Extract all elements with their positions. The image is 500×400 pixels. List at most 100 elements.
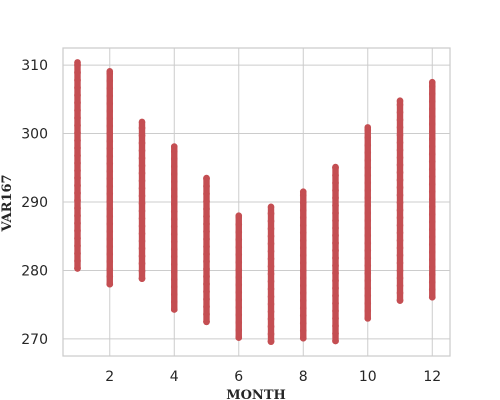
data-point bbox=[428, 226, 436, 233]
data-point bbox=[106, 85, 114, 92]
data-point bbox=[170, 185, 178, 193]
data-point bbox=[267, 338, 275, 345]
data-point bbox=[428, 173, 436, 180]
data-point bbox=[267, 315, 275, 323]
data-point bbox=[364, 149, 372, 157]
x-tick-label: 12 bbox=[423, 369, 441, 385]
data-point bbox=[170, 215, 178, 223]
data-point bbox=[332, 315, 339, 322]
data-point bbox=[364, 315, 372, 322]
data-point bbox=[106, 220, 114, 228]
data-point bbox=[106, 198, 114, 205]
data-point bbox=[74, 114, 81, 122]
data-point bbox=[74, 212, 81, 219]
data-point bbox=[74, 227, 81, 235]
data-point bbox=[138, 200, 146, 207]
data-point bbox=[106, 190, 114, 198]
data-point bbox=[106, 137, 114, 145]
data-point bbox=[428, 286, 436, 293]
data-point bbox=[138, 132, 146, 139]
data-point bbox=[74, 197, 81, 204]
data-point bbox=[364, 232, 372, 239]
data-point bbox=[138, 169, 146, 177]
data-point bbox=[138, 147, 146, 154]
data-point bbox=[203, 280, 210, 288]
data-point bbox=[332, 292, 339, 300]
data-point bbox=[428, 120, 436, 128]
data-point bbox=[428, 233, 436, 241]
data-point bbox=[203, 250, 210, 258]
data-point bbox=[299, 304, 307, 312]
x-tick-label: 6 bbox=[234, 369, 243, 385]
data-point bbox=[74, 265, 81, 272]
data-point bbox=[299, 199, 307, 206]
data-point bbox=[106, 122, 114, 130]
data-point bbox=[428, 135, 436, 143]
data-point bbox=[428, 278, 436, 286]
plot-frame bbox=[62, 47, 451, 357]
data-point bbox=[428, 128, 436, 135]
data-point bbox=[106, 100, 114, 107]
data-point bbox=[74, 61, 81, 69]
data-point bbox=[299, 274, 307, 282]
data-point bbox=[364, 141, 372, 149]
month-point-column bbox=[364, 124, 372, 322]
data-point bbox=[364, 247, 372, 254]
data-point bbox=[235, 289, 243, 296]
data-point bbox=[396, 154, 404, 161]
data-point bbox=[74, 69, 81, 76]
data-point bbox=[106, 243, 114, 250]
data-point bbox=[203, 288, 210, 295]
data-point bbox=[428, 83, 436, 90]
data-point bbox=[332, 164, 339, 172]
data-point bbox=[364, 164, 372, 172]
data-point bbox=[267, 293, 275, 300]
data-point bbox=[267, 255, 275, 263]
data-point bbox=[364, 299, 372, 307]
data-point bbox=[138, 124, 146, 132]
data-point bbox=[203, 258, 210, 265]
data-point bbox=[396, 169, 404, 176]
data-point bbox=[299, 312, 307, 319]
data-point bbox=[106, 107, 114, 115]
data-point bbox=[170, 200, 178, 208]
data-point bbox=[364, 254, 372, 262]
x-tick-label: 2 bbox=[105, 369, 114, 385]
data-point bbox=[428, 113, 436, 120]
data-point bbox=[138, 275, 146, 282]
data-point bbox=[74, 106, 81, 114]
data-point bbox=[106, 130, 114, 137]
data-point bbox=[396, 237, 404, 244]
data-point bbox=[203, 190, 210, 198]
data-point bbox=[364, 277, 372, 285]
data-point bbox=[364, 224, 372, 232]
point-stack bbox=[203, 178, 210, 322]
data-point bbox=[203, 175, 210, 183]
data-point bbox=[106, 258, 114, 265]
data-point bbox=[170, 208, 178, 215]
data-points bbox=[74, 59, 436, 345]
data-point bbox=[332, 299, 339, 307]
data-point bbox=[74, 219, 81, 227]
data-point bbox=[396, 252, 404, 259]
data-point bbox=[138, 230, 146, 237]
y-tick-label: 280 bbox=[21, 263, 48, 279]
month-point-column bbox=[170, 143, 178, 313]
data-point bbox=[428, 256, 436, 263]
data-point bbox=[235, 296, 243, 304]
data-point bbox=[396, 139, 404, 146]
month-point-column bbox=[106, 67, 114, 288]
data-point bbox=[106, 152, 114, 160]
data-point bbox=[267, 323, 275, 330]
data-point bbox=[428, 143, 436, 150]
data-point bbox=[428, 241, 436, 248]
data-point bbox=[74, 91, 81, 99]
data-point bbox=[170, 268, 178, 276]
y-tick-label: 290 bbox=[21, 195, 48, 211]
data-point bbox=[106, 145, 114, 152]
data-point bbox=[138, 185, 146, 192]
data-point bbox=[428, 271, 436, 278]
data-point bbox=[235, 281, 243, 289]
data-point bbox=[364, 187, 372, 194]
